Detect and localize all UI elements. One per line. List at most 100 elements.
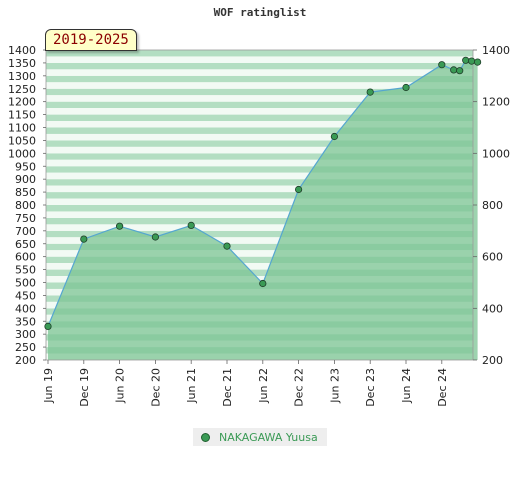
background-band (46, 127, 473, 134)
data-point (462, 56, 470, 64)
background-band (46, 179, 473, 186)
data-point (151, 233, 159, 241)
x-axis-tick-label: Dec 20 (149, 368, 162, 407)
background-band (46, 133, 473, 141)
background-band (46, 192, 473, 199)
background-band (46, 237, 473, 244)
left-axis-tick-label: 650 (15, 238, 36, 251)
x-axis-tick-label: Dec 19 (78, 368, 91, 407)
right-axis-tick-label: 400 (482, 302, 503, 315)
data-point (187, 221, 195, 229)
x-axis-tick-label: Jun 22 (257, 368, 270, 404)
series-area (48, 60, 478, 361)
background-band (46, 211, 473, 218)
background-band (46, 217, 473, 225)
left-axis-tick-label: 600 (15, 251, 36, 264)
chart-title: WOF ratinglist (213, 6, 307, 19)
background-band (46, 140, 473, 147)
background-band (46, 62, 473, 70)
left-axis-tick-label: 950 (15, 160, 36, 173)
left-axis-tick-label: 550 (15, 264, 36, 277)
left-axis-tick-label: 700 (15, 225, 36, 238)
left-axis-tick-label: 1300 (8, 70, 36, 83)
data-point (294, 185, 303, 194)
right-axis-tick-label: 1400 (482, 44, 510, 57)
right-axis-tick-label: 600 (482, 251, 503, 264)
left-axis-tick-label: 1250 (8, 83, 36, 96)
background-band (46, 230, 473, 238)
right-axis-tick-label: 800 (482, 199, 503, 212)
left-axis-tick-label: 1200 (8, 96, 36, 109)
background-band (46, 56, 473, 63)
x-axis-tick-label: Dec 22 (293, 368, 306, 407)
background-band (46, 166, 473, 173)
data-point (467, 57, 476, 65)
background-band (46, 75, 473, 83)
left-axis-tick-label: 300 (15, 328, 36, 341)
left-axis-tick-label: 1100 (8, 122, 36, 135)
left-axis-tick-label: 800 (15, 199, 36, 212)
x-axis-tick-label: Jun 23 (328, 368, 341, 404)
x-axis-tick-label: Jun 21 (185, 368, 198, 404)
background-band (46, 121, 473, 128)
background-band (46, 263, 473, 270)
x-axis-tick-label: Dec 24 (436, 368, 449, 407)
legend-marker (201, 432, 210, 442)
left-axis-tick-label: 200 (15, 354, 36, 367)
background-band (46, 250, 473, 257)
background-band (46, 146, 473, 154)
right-axis-tick-label: 1200 (482, 96, 510, 109)
left-axis-tick-label: 750 (15, 212, 36, 225)
left-axis-tick-label: 450 (15, 289, 36, 302)
data-point (456, 67, 464, 75)
left-axis-tick-label: 400 (15, 302, 36, 315)
background-band (46, 69, 473, 76)
background-band (46, 243, 473, 251)
background-band (46, 82, 473, 89)
data-point (259, 279, 267, 288)
x-axis-tick-label: Dec 21 (221, 368, 234, 407)
data-point (80, 235, 88, 243)
background-band (46, 159, 473, 167)
left-axis-tick-label: 350 (15, 315, 36, 328)
left-axis-tick-label: 250 (15, 341, 36, 354)
background-band (46, 205, 473, 212)
background-band (46, 224, 473, 231)
background-band (46, 185, 473, 193)
data-point (116, 222, 124, 230)
background-band (46, 153, 473, 160)
left-axis-tick-label: 500 (15, 277, 36, 290)
period-badge: 2019-2025 (45, 29, 137, 51)
x-axis-tick-label: Jun 20 (114, 368, 127, 404)
background-band (46, 256, 473, 264)
data-point (402, 83, 410, 92)
right-axis-tick-label: 200 (482, 354, 503, 367)
background-band (46, 95, 473, 102)
legend: NAKAGAWA Yuusa (193, 428, 327, 446)
x-axis-tick-label: Jun 24 (400, 368, 413, 404)
data-point (438, 61, 446, 69)
x-axis-tick-label: Dec 23 (364, 368, 377, 407)
right-axis-tick-label: 1000 (482, 147, 510, 160)
background-band (46, 50, 473, 57)
data-point (366, 88, 374, 96)
background-band (46, 101, 473, 109)
data-point (44, 322, 52, 330)
background-band (46, 198, 473, 205)
background-band (46, 114, 473, 122)
data-point (330, 132, 338, 141)
left-axis-tick-label: 1000 (8, 147, 36, 160)
left-axis-tick-label: 900 (15, 173, 36, 186)
left-axis-tick-label: 1400 (8, 44, 36, 57)
data-point (223, 242, 231, 250)
x-axis-tick-label: Jun 19 (42, 368, 55, 404)
background-band (46, 269, 473, 277)
data-point (450, 66, 458, 74)
background-band (46, 172, 473, 180)
left-axis-tick-label: 1350 (8, 57, 36, 70)
data-point (473, 58, 482, 66)
background-band (46, 108, 473, 115)
legend-series-label: NAKAGAWA Yuusa (219, 430, 318, 444)
